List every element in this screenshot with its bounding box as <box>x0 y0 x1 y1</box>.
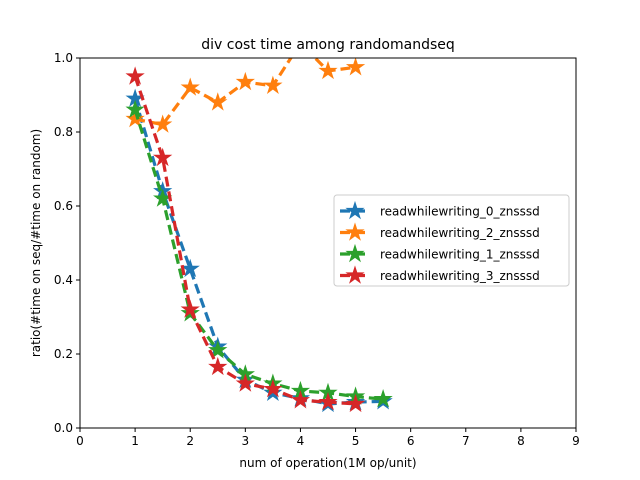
data-point <box>345 393 366 413</box>
x-axis: 0 1 2 3 4 5 6 7 8 9 <box>76 428 580 448</box>
chart-title: div cost time among randomandseq <box>201 37 455 53</box>
legend-item: readwhilewriting_2_znsssd <box>340 222 540 241</box>
data-point <box>263 75 283 94</box>
data-point <box>290 390 311 409</box>
data-point <box>180 77 200 96</box>
data-point <box>180 258 200 278</box>
legend-item: readwhilewriting_3_znsssd <box>340 265 540 284</box>
data-point <box>180 299 200 318</box>
y-tick-label: 0.0 <box>54 421 73 435</box>
x-tick-label: 0 <box>76 434 84 448</box>
x-axis-label: num of operation(1M op/unit) <box>239 456 416 470</box>
data-point <box>125 66 145 85</box>
y-axis: 0.0 0.2 0.4 0.6 0.8 1.0 <box>54 51 80 435</box>
x-tick-label: 4 <box>297 434 305 448</box>
y-tick-label: 1.0 <box>54 51 73 65</box>
legend-item: readwhilewriting_1_znsssd <box>340 243 540 263</box>
series-layer <box>125 58 393 413</box>
x-tick-label: 7 <box>462 434 470 448</box>
data-point <box>125 108 145 128</box>
legend-label: readwhilewriting_1_znsssd <box>380 248 540 262</box>
data-point <box>235 71 255 91</box>
data-point <box>208 356 228 376</box>
x-tick-label: 5 <box>352 434 360 448</box>
data-point <box>208 340 228 359</box>
series-1 <box>125 58 366 133</box>
legend-marker <box>345 222 365 241</box>
data-point <box>208 92 228 111</box>
series-line <box>133 109 384 401</box>
data-point <box>153 114 173 133</box>
legend-marker <box>345 265 365 284</box>
legend-item: readwhilewriting_0_znsssd <box>340 200 540 220</box>
data-point <box>318 60 338 80</box>
legend-label: readwhilewriting_0_znsssd <box>380 205 540 219</box>
x-tick-label: 3 <box>242 434 250 448</box>
legend-marker <box>345 243 365 263</box>
series-3 <box>125 66 366 413</box>
data-point <box>125 99 145 118</box>
x-tick-label: 6 <box>407 434 415 448</box>
y-axis-label: ratio(#time on seq/#time on random) <box>29 129 43 357</box>
y-tick-label: 0.2 <box>54 347 73 361</box>
plot-frame <box>79 57 577 429</box>
legend-box <box>333 194 570 287</box>
x-tick-label: 8 <box>517 434 525 448</box>
y-tick-label: 0.6 <box>54 199 73 213</box>
x-tick-label: 9 <box>572 434 580 448</box>
series-line <box>133 75 356 406</box>
data-point <box>373 389 393 408</box>
legend-label: readwhilewriting_2_znsssd <box>380 226 540 240</box>
x-tick-label: 2 <box>186 434 194 448</box>
legend-marker <box>345 200 365 220</box>
x-tick-label: 1 <box>131 434 139 448</box>
legend: readwhilewriting_0_znsssd readwhilewritin… <box>333 194 570 287</box>
data-point <box>153 147 173 167</box>
y-tick-label: 0.8 <box>54 125 73 139</box>
data-point <box>345 58 366 76</box>
legend-label: readwhilewriting_3_znsssd <box>380 269 540 283</box>
data-point <box>318 391 338 411</box>
data-point <box>263 379 283 398</box>
data-point <box>235 373 255 392</box>
y-tick-label: 0.4 <box>54 273 73 287</box>
